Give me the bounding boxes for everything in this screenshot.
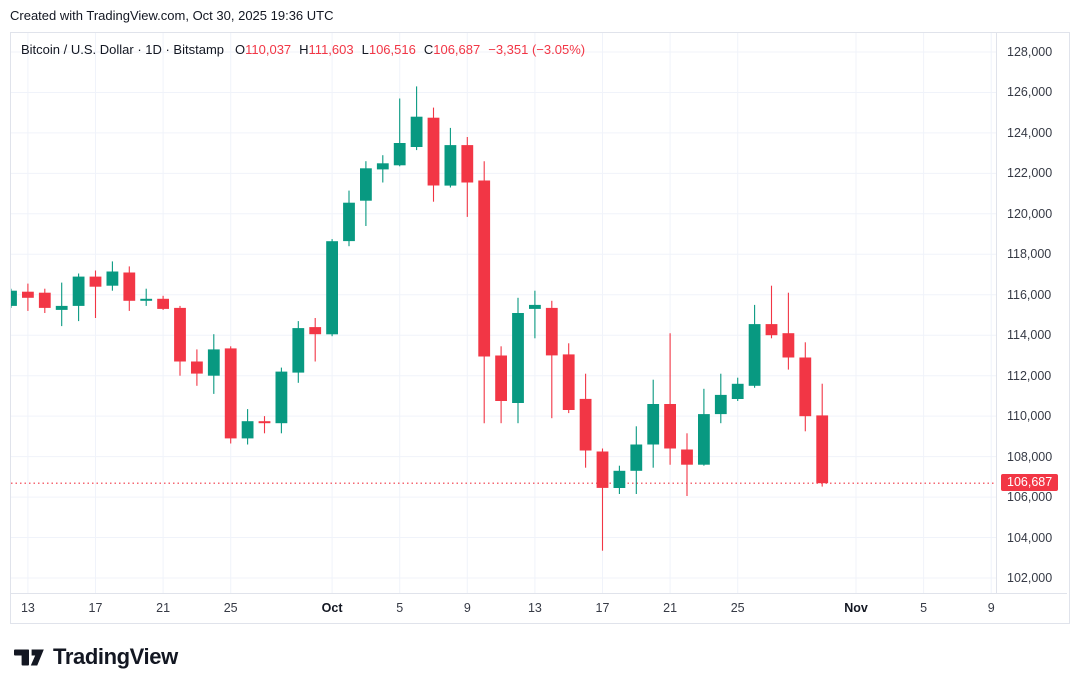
price-tick-label: 112,000 (1007, 368, 1052, 383)
time-tick-label: 21 (663, 601, 678, 615)
symbol-legend[interactable]: Bitcoin / U.S. Dollar · 1D · Bitstamp O1… (21, 40, 585, 58)
last-price-badge: 106,687 (1001, 474, 1059, 492)
price-tick-label: 124,000 (1007, 125, 1053, 140)
time-tick-label: 21 (156, 601, 171, 615)
legend-ohlc-value: 110,037 (245, 41, 292, 57)
time-tick-label: 17 (595, 601, 610, 615)
legend-ohlc-key: C (423, 41, 434, 57)
legend-ohlc-value: 106,687 (433, 41, 481, 57)
legend-ohlc-pair: O110,037 (235, 42, 291, 57)
legend-ohlc-pair: L106,516 (362, 42, 416, 57)
ohlc-values: O110,037 H111,603 L106,516 C106,687 (227, 42, 480, 57)
price-tick-label: 104,000 (1007, 530, 1053, 545)
price-tick-label: 114,000 (1007, 328, 1052, 343)
tradingview-logo-icon (14, 649, 44, 665)
price-tick-label: 122,000 (1007, 166, 1053, 181)
time-tick-label: 9 (987, 601, 995, 615)
price-tick-label: 108,000 (1007, 449, 1053, 464)
price-tick-label: 120,000 (1007, 206, 1053, 221)
time-tick-label: 9 (463, 601, 471, 615)
price-tick-label: 118,000 (1007, 247, 1052, 262)
symbol-title: Bitcoin / U.S. Dollar · 1D · Bitstamp (21, 41, 224, 57)
attribution-text: Created with TradingView.com, Oct 30, 20… (10, 8, 334, 23)
time-tick-label: Oct (321, 601, 343, 615)
legend-ohlc-key: O (235, 41, 246, 57)
time-tick-label: 13 (527, 601, 542, 615)
price-tick-label: 116,000 (1007, 287, 1052, 302)
legend-ohlc-value: 106,516 (368, 41, 416, 57)
time-tick-label: 25 (223, 601, 238, 615)
tradingview-logo-text: TradingView (53, 644, 178, 669)
candlestick-chart[interactable] (11, 33, 996, 593)
legend-ohlc-pair: H111,603 (299, 42, 353, 57)
time-tick-label: Nov (844, 601, 868, 615)
price-tick-label: 126,000 (1007, 85, 1053, 100)
price-tick-label: 106,000 (1007, 490, 1053, 505)
time-axis[interactable]: 13 17 21 25 Oct 5 9 13 17 21 25 Nov 5 9 (11, 593, 1067, 623)
price-tick-label: 102,000 (1007, 570, 1053, 585)
time-tick-label: 5 (920, 601, 928, 615)
price-tick-label: 110,000 (1007, 409, 1052, 424)
price-tick-label: 128,000 (1007, 45, 1053, 59)
legend-ohlc-key: H (299, 41, 309, 57)
legend-ohlc-key: L (361, 41, 369, 57)
time-tick-label: 5 (396, 601, 404, 615)
legend-ohlc-pair: C106,687 (424, 42, 480, 57)
legend-ohlc-value: 111,603 (308, 41, 354, 57)
time-tick-label: 25 (730, 601, 745, 615)
time-tick-label: 13 (20, 601, 35, 615)
time-tick-label: 17 (88, 601, 103, 615)
change-value: −3,351 (−3.05%) (488, 41, 586, 57)
tradingview-logo[interactable]: TradingView (14, 644, 178, 670)
price-axis[interactable]: 128,000 126,000 124,000 122,000 120,000 118,0… (996, 33, 1068, 593)
chart-frame: Bitcoin / U.S. Dollar · 1D · Bitstamp O1… (10, 32, 1070, 624)
